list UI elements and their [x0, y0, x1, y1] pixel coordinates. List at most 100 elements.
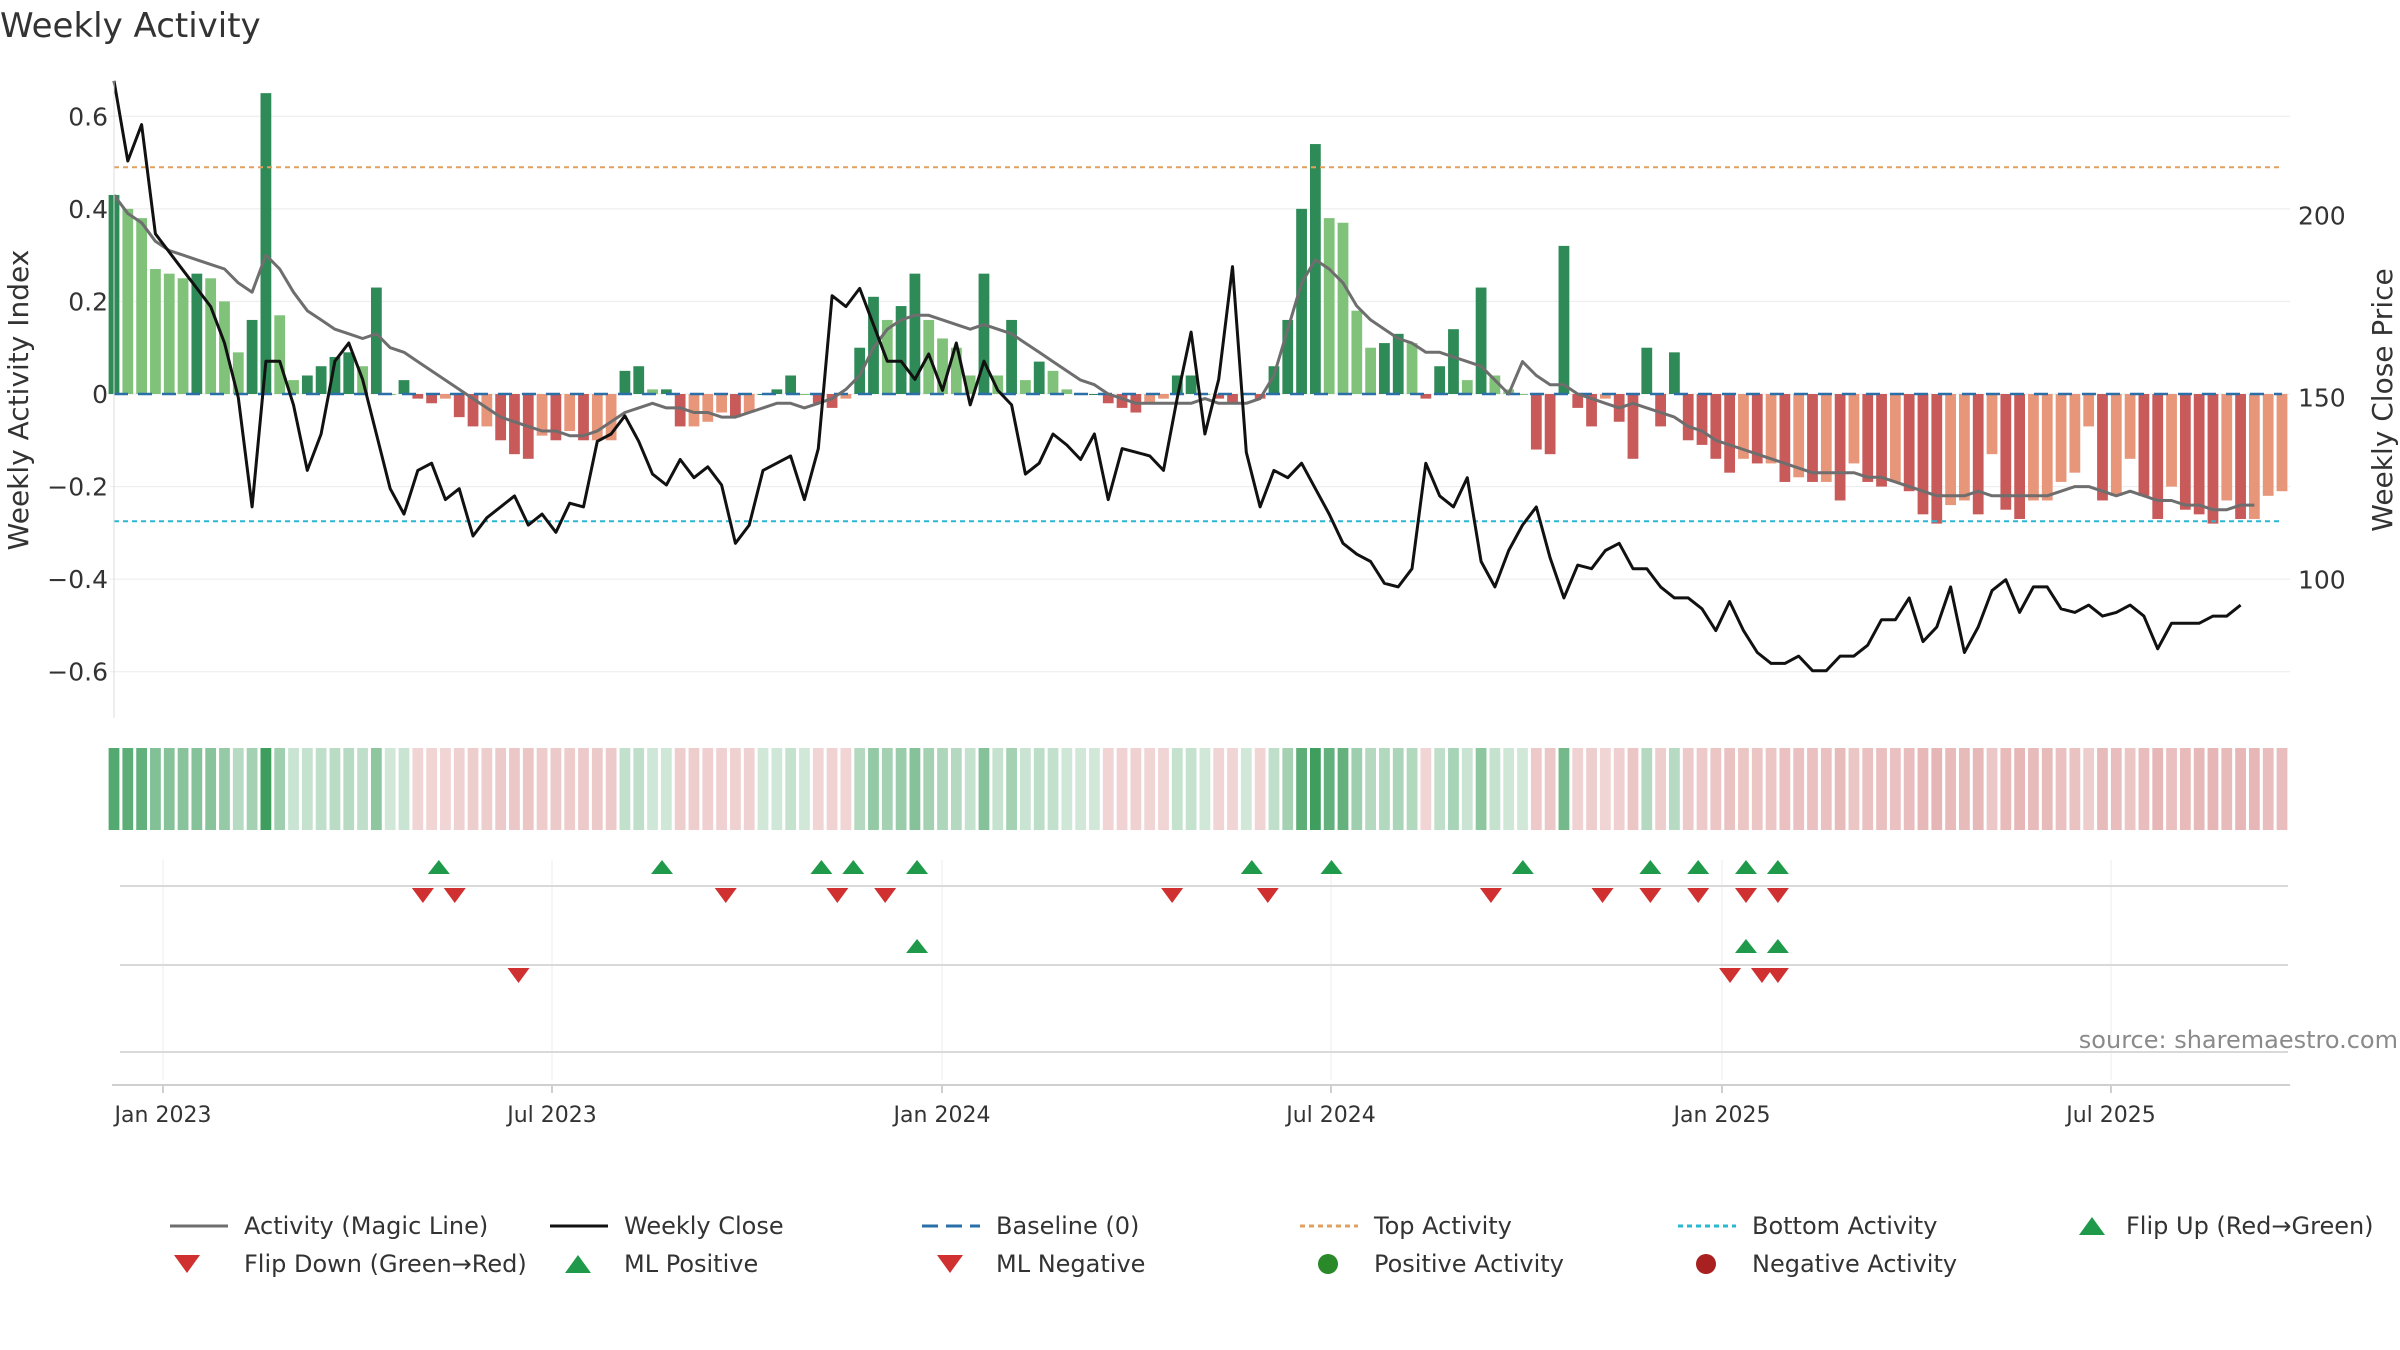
strip-cell — [674, 748, 686, 830]
strip-cell — [743, 748, 755, 830]
strip-cell — [1296, 748, 1307, 830]
activity-bar — [1268, 366, 1280, 394]
strip-cell — [840, 748, 852, 830]
strip-cell — [937, 748, 948, 830]
strip-cell — [536, 748, 548, 830]
strip-cell — [1599, 748, 1611, 830]
activity-bar — [2069, 394, 2081, 473]
strip-cell — [1986, 748, 1998, 830]
strip-cell — [260, 748, 272, 830]
triangle-up-icon — [651, 860, 673, 874]
strip-cell — [1323, 748, 1335, 830]
activity-bar — [1351, 310, 1363, 394]
activity-bars — [108, 93, 2288, 524]
activity-bar — [260, 93, 272, 395]
activity-bar — [1337, 222, 1349, 394]
strip-cell — [992, 748, 1004, 830]
legend-label: Flip Down (Green→Red) — [244, 1250, 527, 1278]
activity-bar — [895, 306, 907, 394]
strip-cell — [1309, 748, 1321, 830]
x-tick-label: Jul 2024 — [1284, 1103, 1376, 1128]
series-lines — [112, 80, 2255, 673]
strip-cell — [564, 748, 576, 830]
strip-cell — [1130, 748, 1142, 830]
strip-cell — [757, 748, 769, 830]
activity-bar — [1089, 394, 1100, 395]
activity-bar — [1392, 333, 1404, 394]
triangle-up-icon — [906, 860, 929, 874]
activity-bar — [1323, 218, 1335, 394]
triangle-up-icon — [906, 939, 929, 953]
strip-cell — [2069, 748, 2081, 830]
activity-bar — [1420, 394, 1432, 399]
x-axis: Jan 2023 Jul 2023 Jan 2024 Jul 2024 Jan 2025… — [112, 1084, 2290, 1128]
activity-bar — [467, 394, 479, 427]
activity-bar — [840, 394, 852, 399]
strip-cell — [1254, 748, 1266, 830]
strip-cell — [481, 748, 493, 830]
activity-bar — [1475, 287, 1487, 394]
activity-bar — [481, 394, 493, 427]
triangle-up-icon — [810, 860, 833, 874]
strip-cell — [1337, 748, 1349, 830]
activity-bar — [1185, 375, 1197, 394]
activity-bar — [2097, 394, 2108, 501]
activity-bar — [412, 394, 424, 399]
strip-cell — [1889, 748, 1901, 830]
activity-bar — [1461, 380, 1473, 394]
activity-bar — [1530, 394, 1542, 450]
strip-cell — [799, 748, 810, 830]
activity-bar — [1406, 343, 1418, 394]
triangle-up-icon — [1735, 860, 1757, 874]
strip-cell — [177, 748, 189, 830]
strip-cell — [854, 748, 866, 830]
strip-cell — [108, 748, 120, 830]
activity-bar — [826, 394, 838, 408]
strip-cell — [1185, 748, 1197, 830]
triangle-up-icon — [1639, 860, 1662, 874]
legend: Activity (Magic Line) Weekly Close Basel… — [160, 1210, 2400, 1310]
triangle-up-icon — [427, 860, 450, 874]
triangle-down-icon — [1591, 888, 1614, 903]
activity-bar — [2235, 394, 2246, 519]
activity-bar — [1834, 394, 1846, 501]
activity-bar — [1848, 394, 1860, 464]
strip-cell — [150, 748, 161, 830]
activity-bar — [978, 273, 990, 394]
strip-cell — [826, 748, 838, 830]
strip-cell — [1917, 748, 1929, 830]
activity-bar — [2083, 394, 2095, 427]
triangle-down-icon — [1766, 968, 1789, 983]
legend-item-flip-down: Flip Down (Green→Red) — [168, 1250, 527, 1278]
activity-bar — [564, 394, 576, 432]
activity-bar — [785, 375, 797, 394]
activity-bar — [2248, 394, 2260, 519]
strip-cell — [1158, 748, 1169, 830]
magic-line-swatch — [170, 1224, 228, 1228]
strip-cell — [1834, 748, 1846, 830]
activity-bar — [2207, 394, 2219, 524]
strip-cell — [2276, 748, 2288, 830]
strip-cell — [1144, 748, 1156, 830]
y2-tick-label: 100 — [2298, 566, 2346, 595]
y-tick-label: 0.2 — [68, 287, 108, 316]
activity-bar — [2041, 394, 2053, 501]
triangle-down-icon — [937, 1255, 963, 1273]
strip-cell — [1682, 748, 1694, 830]
strip-cell — [1351, 748, 1363, 830]
strip-cell — [2083, 748, 2095, 830]
strip-cell — [1006, 748, 1017, 830]
activity-bar — [992, 375, 1004, 394]
strip-cell — [1047, 748, 1059, 830]
activity-bar — [660, 389, 672, 394]
triangle-down-icon — [874, 888, 897, 903]
strip-cell — [1199, 748, 1211, 830]
triangle-up-icon — [1766, 939, 1789, 953]
strip-cell — [1392, 748, 1404, 830]
y-tick-label: −0.4 — [47, 565, 108, 594]
chart-title: Weekly Activity — [0, 6, 261, 46]
strip-cell — [785, 748, 797, 830]
legend-item-top-activity: Top Activity — [1298, 1212, 1512, 1240]
activity-bar — [1641, 347, 1653, 394]
activity-bar — [1544, 394, 1556, 455]
